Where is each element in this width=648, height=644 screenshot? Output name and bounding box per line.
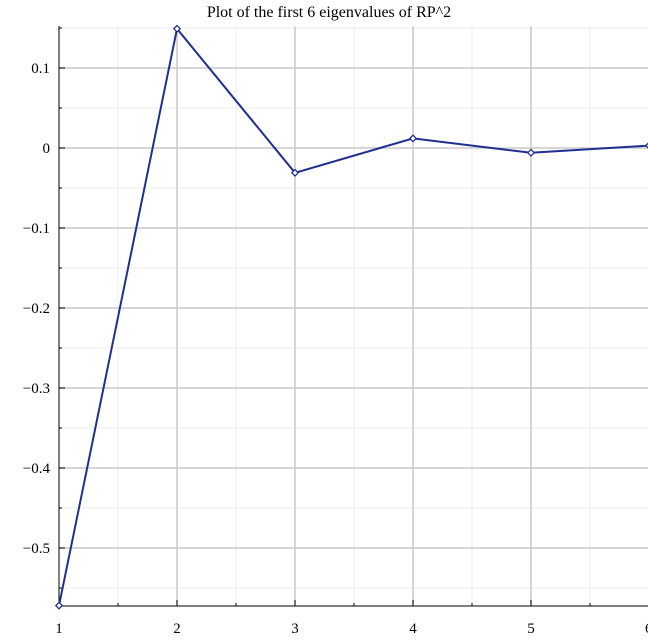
x-tick-label: 1 [55, 621, 63, 637]
data-points [54, 24, 648, 610]
y-tick-label: −0.4 [23, 461, 51, 477]
x-tick-label: 2 [173, 621, 181, 637]
data-point [172, 24, 182, 33]
x-tick-label: 5 [527, 621, 535, 637]
chart-title: Plot of the first 6 eigenvalues of RP^2 [207, 4, 451, 21]
data-point [644, 142, 648, 149]
y-tick-label: −0.2 [23, 301, 50, 317]
data-point [526, 148, 536, 157]
tick-labels: 0.1 0 −0.1 −0.2 −0.3 −0.4 −0.5 1 2 3 4 5 6 [23, 61, 648, 637]
y-tick-label: 0 [43, 141, 51, 157]
x-tick-label: 4 [409, 621, 417, 637]
y-tick-label: −0.5 [23, 541, 50, 557]
eigenvalue-series-line [58, 26, 648, 606]
data-point [290, 168, 300, 177]
y-tick-label: −0.1 [23, 221, 50, 237]
ticks [58, 27, 591, 606]
x-tick-label: 6 [645, 621, 648, 637]
x-tick-label: 3 [291, 621, 299, 637]
y-tick-label: −0.3 [23, 381, 50, 397]
data-point [408, 134, 418, 143]
major-grid [59, 26, 648, 606]
y-tick-label: 0.1 [31, 61, 50, 77]
data-point [54, 601, 64, 610]
minor-grid [58, 26, 648, 606]
